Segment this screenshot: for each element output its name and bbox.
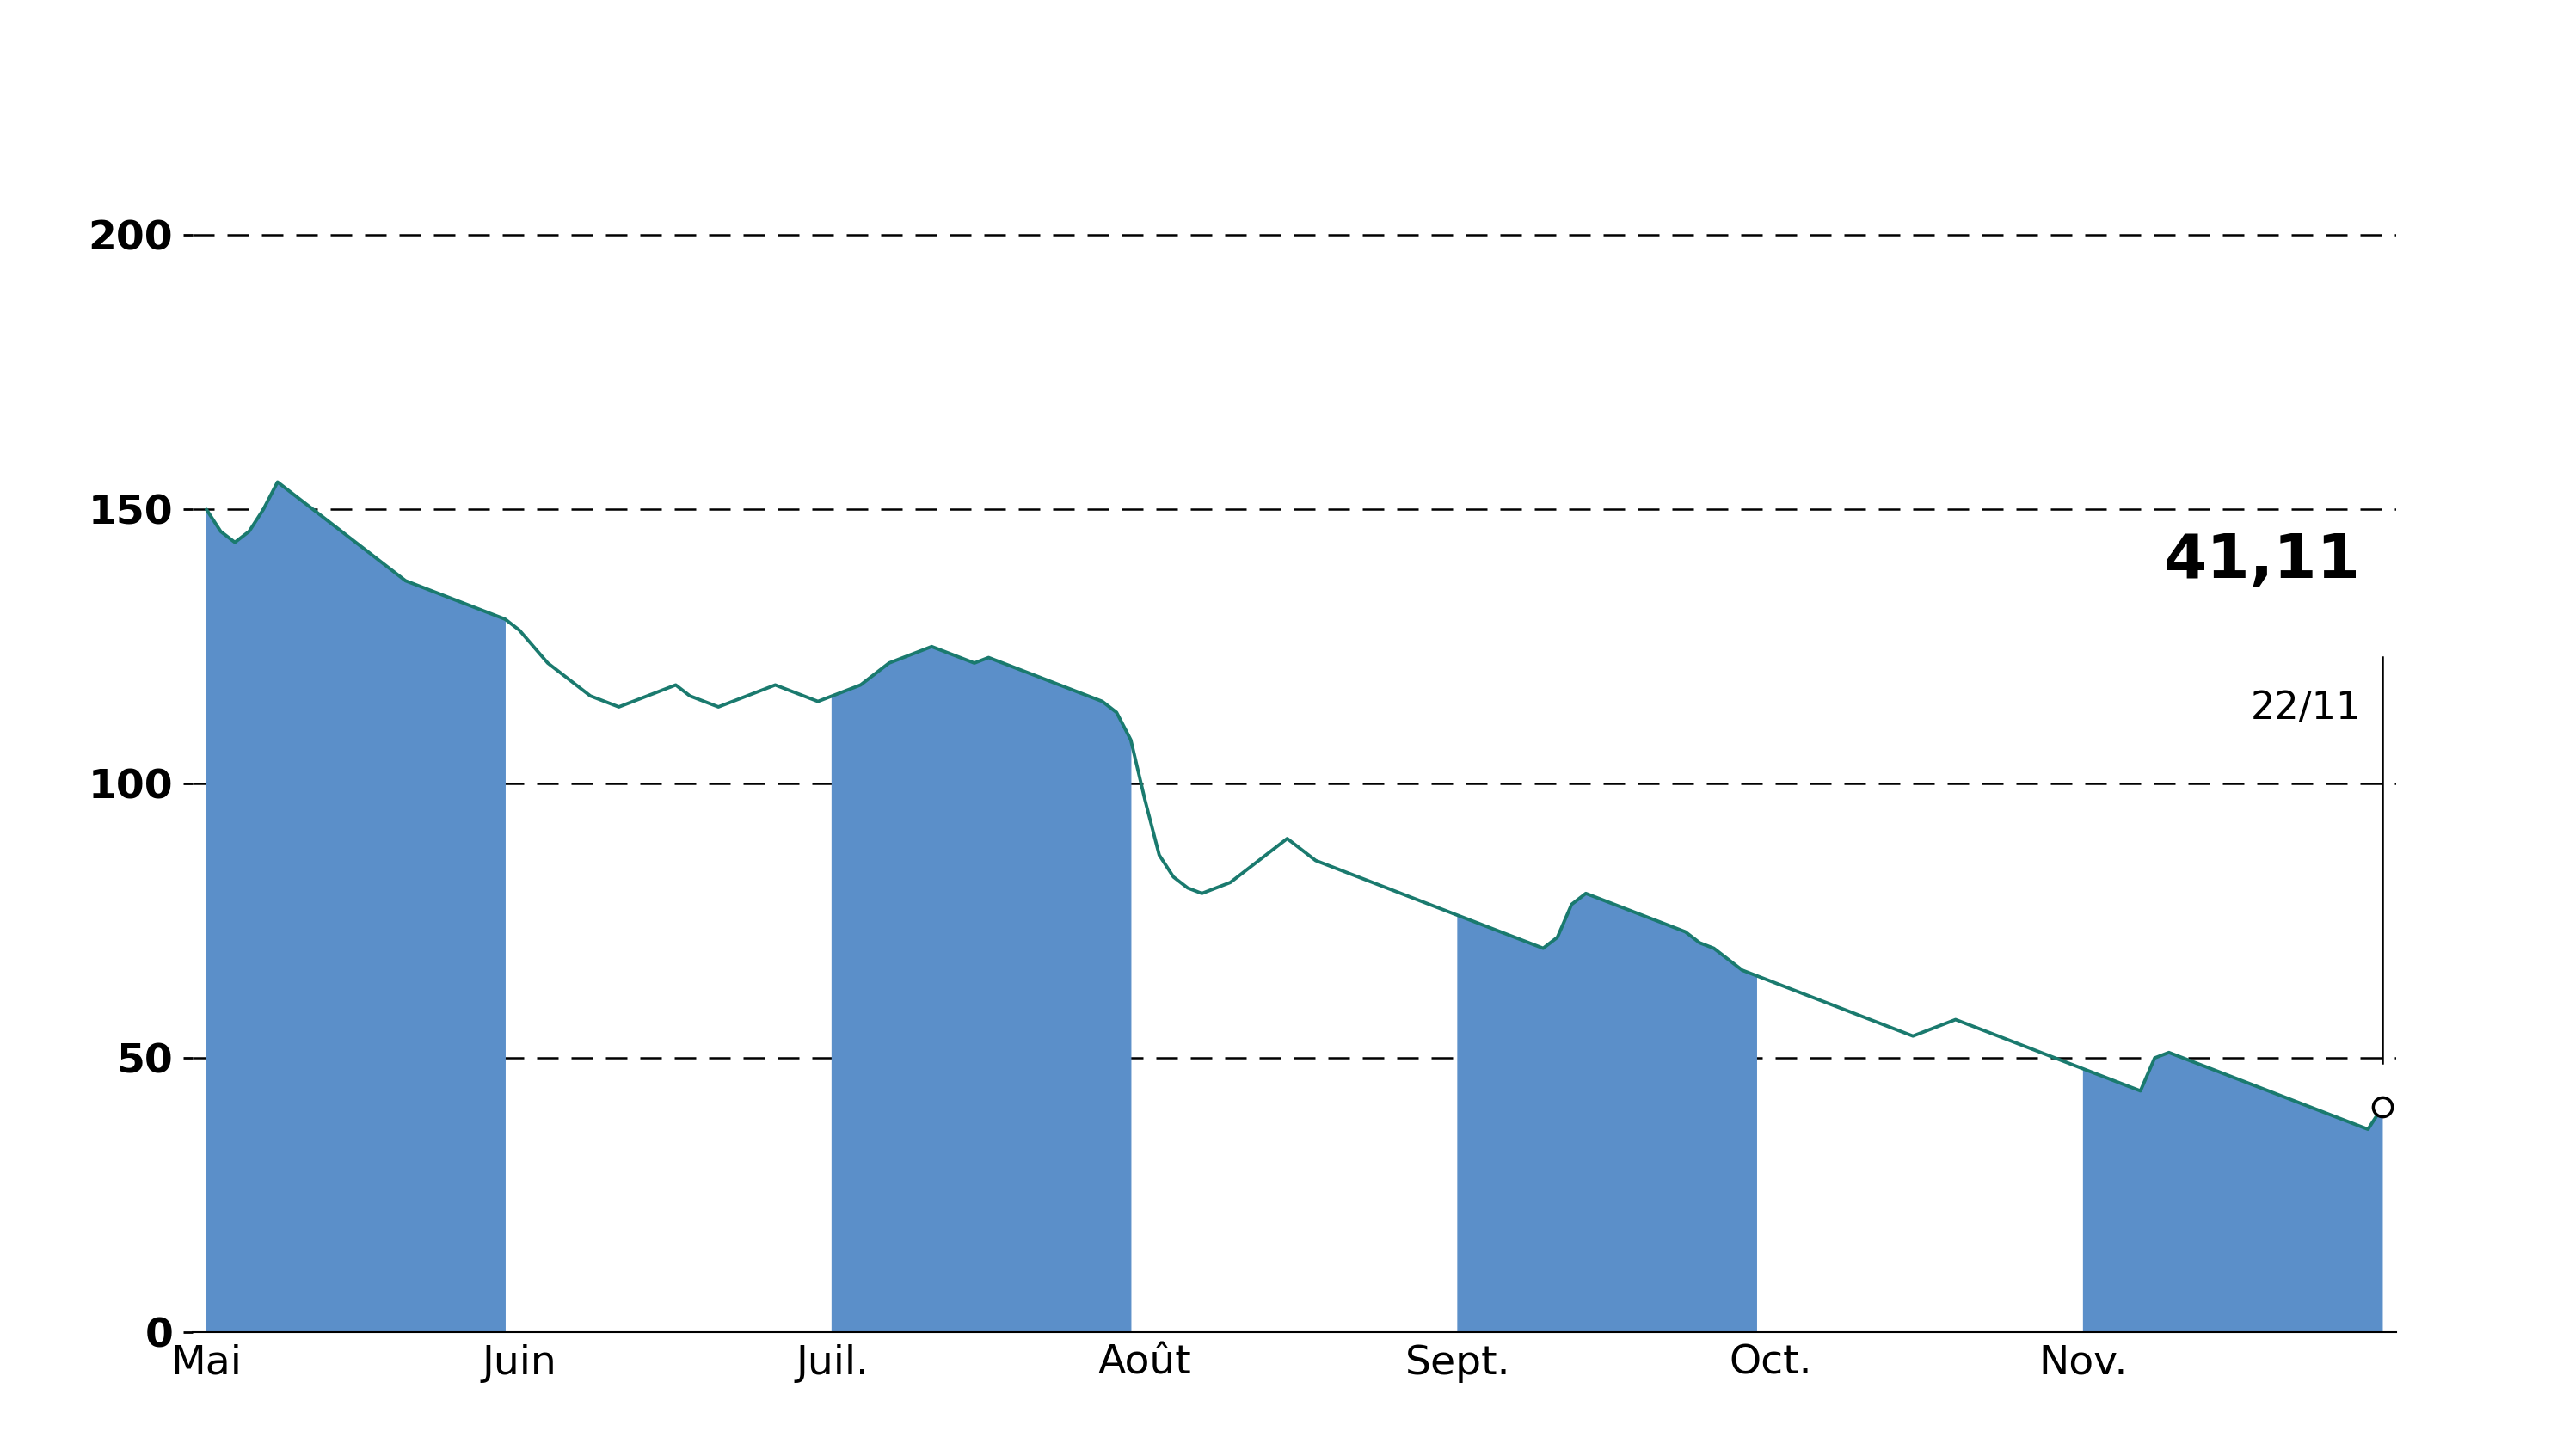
Text: 41,11: 41,11 bbox=[2163, 531, 2361, 591]
Text: 22/11: 22/11 bbox=[2250, 690, 2361, 727]
Polygon shape bbox=[2084, 1053, 2381, 1332]
Polygon shape bbox=[833, 646, 1130, 1332]
Text: Moderna, Inc.: Moderna, Inc. bbox=[994, 28, 1569, 100]
Polygon shape bbox=[1458, 894, 1756, 1332]
Polygon shape bbox=[208, 482, 505, 1332]
